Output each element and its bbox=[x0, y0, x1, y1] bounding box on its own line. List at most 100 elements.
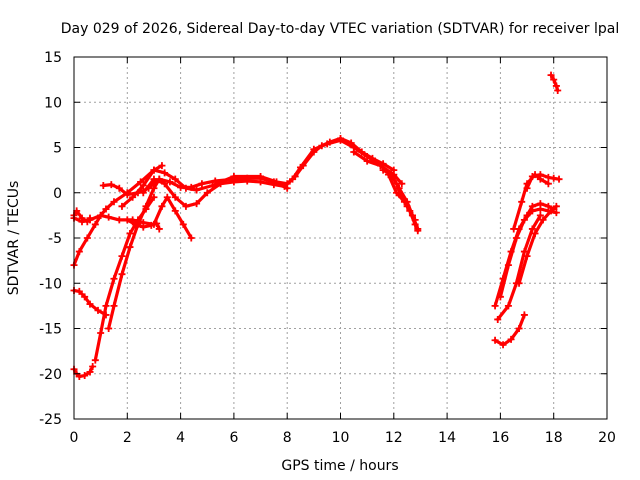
data-point bbox=[99, 182, 107, 190]
y-tick-label: -5 bbox=[48, 231, 62, 247]
data-point bbox=[91, 220, 99, 228]
data-point bbox=[523, 252, 531, 260]
series-arc-16 bbox=[496, 205, 560, 301]
data-point bbox=[337, 136, 344, 144]
y-tick-label: -10 bbox=[39, 276, 62, 292]
data-point bbox=[520, 216, 528, 224]
series-arc-12 bbox=[350, 148, 422, 233]
series-arc-19 bbox=[515, 202, 560, 287]
data-point bbox=[123, 191, 131, 199]
data-point bbox=[491, 336, 499, 344]
y-tick-label: 0 bbox=[53, 186, 62, 202]
data-point bbox=[153, 220, 161, 228]
x-tick-label: 20 bbox=[598, 430, 616, 446]
data-point bbox=[139, 189, 147, 197]
axis-ticks: 0 2 4 6 8 10 12 14 16 18 20 -25 -20 -15 -10 -5 0 5 10 15 bbox=[39, 50, 616, 446]
data-point bbox=[257, 178, 265, 186]
data-point bbox=[512, 234, 520, 242]
data-point bbox=[158, 162, 166, 170]
data-point bbox=[544, 173, 552, 181]
data-point bbox=[161, 180, 169, 188]
x-tick-label: 12 bbox=[385, 430, 403, 446]
data-point bbox=[392, 189, 400, 197]
data-point bbox=[555, 175, 563, 183]
chart-title: Day 029 of 2026, Sidereal Day-to-day VTE… bbox=[61, 21, 619, 37]
data-point bbox=[491, 302, 499, 310]
data-point bbox=[406, 207, 414, 215]
series-arc-1 bbox=[70, 162, 166, 269]
data-point bbox=[520, 248, 528, 256]
data-point bbox=[102, 302, 110, 310]
data-point bbox=[528, 172, 536, 180]
data-point bbox=[310, 145, 318, 153]
series-arc-14 bbox=[384, 171, 422, 235]
data-point bbox=[323, 140, 331, 148]
data-point bbox=[81, 372, 89, 380]
data-point bbox=[496, 293, 504, 301]
series-arc-20 bbox=[523, 171, 563, 192]
series-arc-21 bbox=[491, 311, 528, 349]
data-point bbox=[78, 214, 86, 222]
data-point bbox=[89, 363, 97, 371]
data-point bbox=[150, 166, 158, 174]
y-tick-label: -25 bbox=[39, 412, 62, 428]
data-point bbox=[118, 270, 126, 278]
y-axis-label: SDTVAR / TECUs bbox=[6, 181, 22, 296]
series-line bbox=[72, 164, 164, 267]
data-point bbox=[161, 169, 169, 177]
data-point bbox=[171, 175, 179, 183]
data-point bbox=[91, 356, 99, 364]
y-tick-label: -20 bbox=[39, 367, 62, 383]
data-point bbox=[83, 234, 91, 242]
x-tick-label: 8 bbox=[283, 430, 292, 446]
data-point bbox=[155, 175, 163, 183]
data-point bbox=[166, 178, 174, 186]
data-point bbox=[550, 76, 558, 84]
data-point bbox=[75, 248, 83, 256]
data-point bbox=[163, 193, 171, 201]
y-tick-label: 15 bbox=[44, 50, 62, 66]
x-tick-label: 6 bbox=[229, 430, 238, 446]
data-point bbox=[198, 180, 206, 188]
data-point bbox=[350, 148, 358, 156]
data-point bbox=[105, 325, 113, 332]
data-point bbox=[105, 213, 113, 221]
data-point bbox=[171, 193, 179, 201]
data-point bbox=[107, 181, 115, 189]
data-point bbox=[528, 225, 536, 233]
data-point bbox=[97, 211, 105, 219]
data-point bbox=[155, 225, 163, 233]
data-layer bbox=[70, 71, 563, 380]
data-point bbox=[515, 325, 523, 332]
data-point bbox=[411, 220, 419, 228]
y-tick-label: -15 bbox=[39, 322, 62, 338]
x-axis-label: GPS time / hours bbox=[281, 458, 398, 474]
data-point bbox=[182, 202, 190, 210]
data-point bbox=[110, 198, 118, 206]
data-point bbox=[531, 229, 539, 237]
data-point bbox=[118, 202, 126, 210]
data-point bbox=[126, 229, 134, 237]
data-point bbox=[552, 202, 560, 210]
data-point bbox=[550, 174, 558, 182]
series-arc-22 bbox=[547, 71, 562, 94]
data-point bbox=[171, 207, 179, 215]
series-arc-3 bbox=[118, 134, 398, 210]
data-point bbox=[97, 329, 105, 337]
data-point bbox=[81, 293, 89, 301]
data-point bbox=[518, 198, 526, 206]
data-point bbox=[281, 182, 289, 190]
data-point bbox=[507, 335, 515, 343]
data-point bbox=[86, 300, 94, 308]
x-tick-label: 10 bbox=[332, 430, 350, 446]
data-point bbox=[75, 287, 83, 295]
data-point bbox=[110, 275, 118, 283]
data-point bbox=[86, 368, 94, 376]
data-point bbox=[243, 177, 251, 185]
data-point bbox=[187, 234, 195, 242]
x-tick-label: 4 bbox=[176, 430, 185, 446]
data-point bbox=[139, 182, 147, 190]
data-point bbox=[544, 180, 552, 188]
data-point bbox=[504, 261, 512, 269]
